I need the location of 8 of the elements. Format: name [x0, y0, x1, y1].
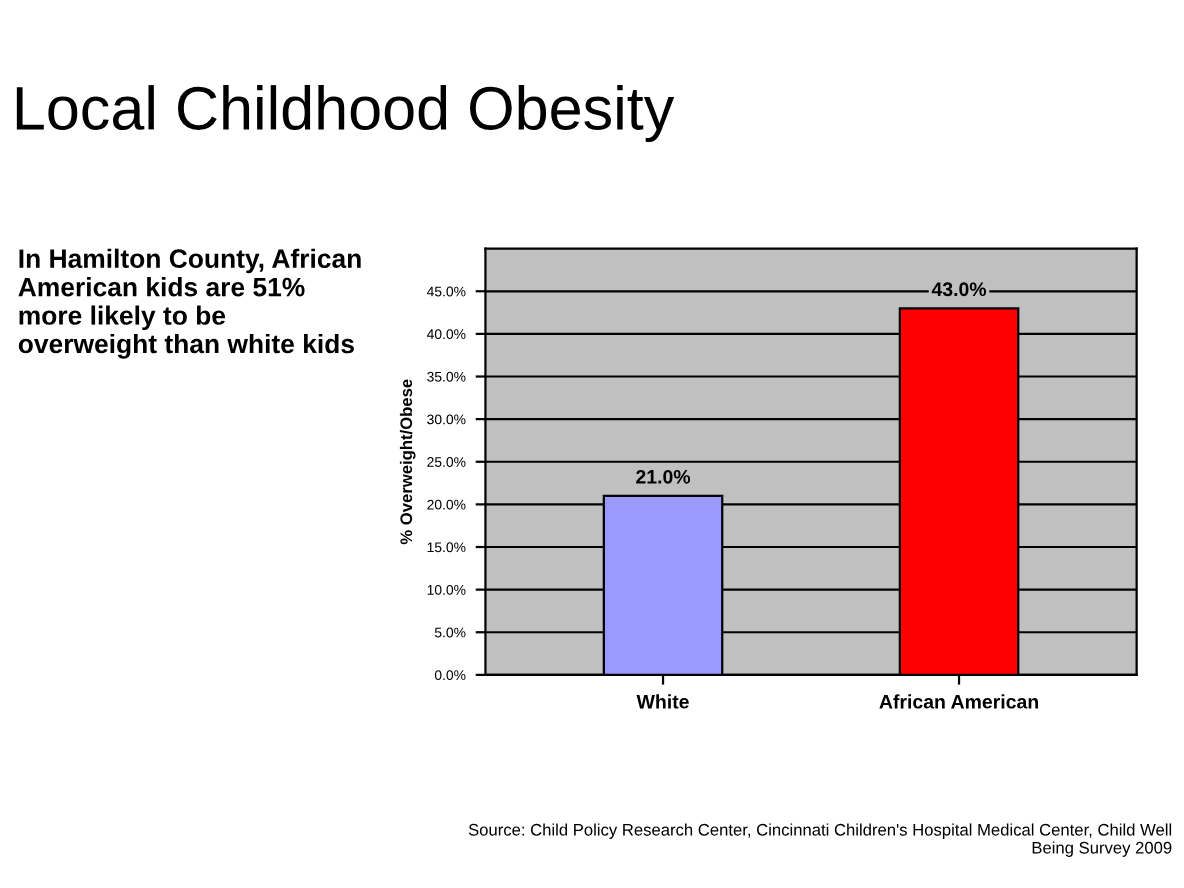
- x-tick-label: White: [636, 694, 689, 709]
- source-note: Source: Child Policy Research Center, Cincinnati Children's Hospital Medical Center, Child Well Being Survey 2009: [468, 823, 1172, 857]
- text: In Hamilton County, African American kids are 51% more likely to be overweight than white kids: [18, 248, 361, 359]
- y-axis-title: % Overweight/Obese: [399, 379, 416, 545]
- chart-title: Local Childhood Obesity: [16, 85, 675, 143]
- x-tick-label: African American: [879, 694, 1038, 709]
- data-label: 21.0%: [636, 469, 691, 484]
- data-label: 43.0%: [931, 282, 987, 297]
